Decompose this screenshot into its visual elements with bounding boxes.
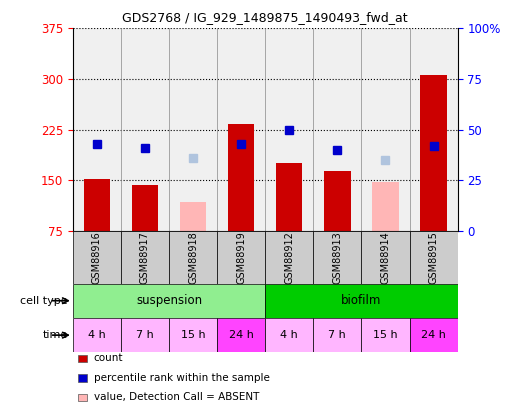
Text: 4 h: 4 h [280,330,298,340]
Text: 7 h: 7 h [136,330,154,340]
Text: biofilm: biofilm [341,294,382,307]
Text: value, Detection Call = ABSENT: value, Detection Call = ABSENT [94,392,259,402]
Text: GSM88917: GSM88917 [140,231,150,284]
Bar [169,231,217,284]
Bar [265,284,458,318]
Text: cell type: cell type [20,296,68,306]
Bar [217,231,265,284]
Bar [265,231,314,284]
Bar [217,318,265,352]
Bar [372,181,399,231]
Bar [180,202,206,231]
Bar [276,163,303,231]
Bar [73,231,121,284]
Text: time: time [42,330,68,340]
Text: GSM88915: GSM88915 [428,231,438,284]
Text: suspension: suspension [136,294,202,307]
Text: 4 h: 4 h [88,330,106,340]
Bar [420,75,447,231]
Bar [313,318,361,352]
Text: percentile rank within the sample: percentile rank within the sample [94,373,269,383]
Text: 15 h: 15 h [181,330,205,340]
Text: count: count [94,354,123,363]
Text: 15 h: 15 h [373,330,398,340]
Text: 24 h: 24 h [229,330,254,340]
Bar [121,318,169,352]
Text: GSM88919: GSM88919 [236,231,246,284]
Bar [84,179,110,231]
Text: GSM88914: GSM88914 [381,231,391,284]
Text: GSM88913: GSM88913 [332,231,342,284]
Bar [410,318,458,352]
Text: 7 h: 7 h [329,330,346,340]
Bar [265,318,314,352]
Bar [169,318,217,352]
Bar [361,231,410,284]
Bar [324,171,350,231]
Title: GDS2768 / IG_929_1489875_1490493_fwd_at: GDS2768 / IG_929_1489875_1490493_fwd_at [122,11,408,24]
Text: GSM88916: GSM88916 [92,231,102,284]
Bar [121,231,169,284]
Text: GSM88918: GSM88918 [188,231,198,284]
Bar [313,231,361,284]
Bar [361,318,410,352]
Text: 24 h: 24 h [421,330,446,340]
Bar [73,318,121,352]
Bar [132,185,158,231]
Bar [410,231,458,284]
Text: GSM88912: GSM88912 [284,231,294,284]
Bar [228,124,254,231]
Bar [73,284,265,318]
